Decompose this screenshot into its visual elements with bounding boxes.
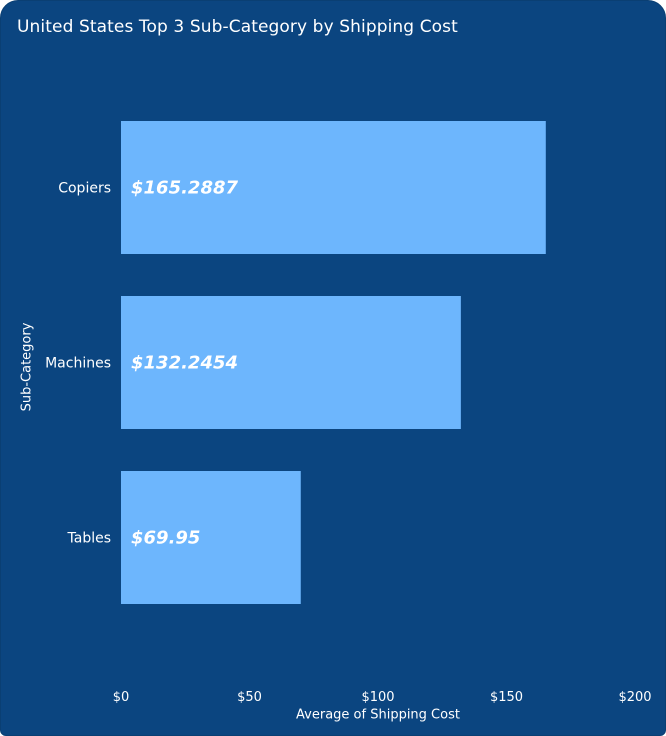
data-label-copiers: $165.2887 <box>131 178 239 199</box>
bar-machines <box>121 296 461 429</box>
y-tick-label-machines: Machines <box>45 356 111 372</box>
y-tick-label-copiers: Copiers <box>58 181 111 197</box>
x-tick-label: $0 <box>113 690 130 705</box>
data-label-machines: $132.2454 <box>131 353 238 374</box>
x-tick-label: $200 <box>618 690 651 705</box>
x-axis-title: Average of Shipping Cost <box>296 707 460 723</box>
y-axis-title: Sub-Category <box>19 322 35 412</box>
y-tick-label-tables: Tables <box>67 531 112 547</box>
bar-tables <box>121 471 301 604</box>
bar-copiers <box>121 121 546 254</box>
x-tick-label: $150 <box>490 690 523 705</box>
x-tick-label: $50 <box>237 690 262 705</box>
x-tick-label: $100 <box>361 690 394 705</box>
data-label-tables: $69.95 <box>131 528 200 549</box>
chart-title: United States Top 3 Sub-Category by Ship… <box>17 17 458 37</box>
